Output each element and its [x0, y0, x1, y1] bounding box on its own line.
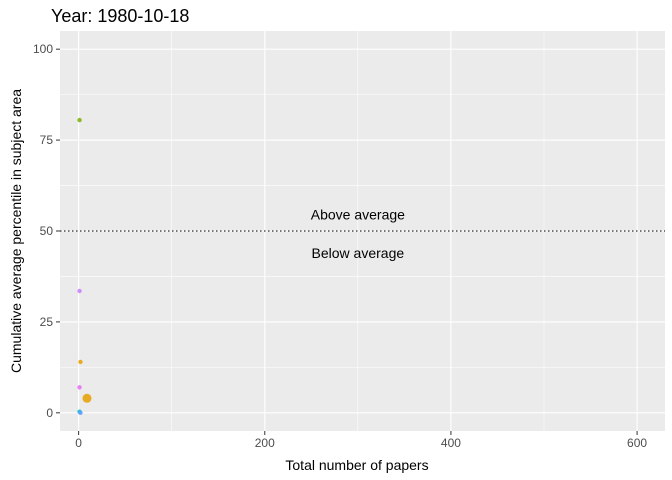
y-tick-label: 0 [46, 406, 53, 420]
y-tick-label: 50 [40, 224, 54, 238]
above-average-label: Above average [311, 207, 405, 223]
y-axis-title: Cumulative average percentile in subject… [8, 89, 24, 373]
x-axis-ticks: 0 200 400 600 [75, 431, 647, 450]
data-point [77, 117, 82, 123]
x-tick-label: 200 [255, 436, 275, 450]
x-axis-title: Total number of papers [285, 457, 428, 473]
x-tick-label: 600 [627, 436, 647, 450]
y-tick-label: 75 [40, 133, 54, 147]
y-tick-label: 100 [33, 42, 53, 56]
chart-title: Year: 1980-10-18 [51, 6, 189, 26]
x-tick-label: 0 [75, 436, 82, 450]
x-tick-label: 400 [441, 436, 461, 450]
y-axis-ticks: 0 25 50 75 100 [33, 42, 60, 420]
y-tick-label: 25 [40, 315, 54, 329]
data-points [77, 117, 92, 416]
data-point [78, 410, 83, 416]
data-point [77, 288, 82, 294]
data-point [78, 359, 83, 365]
data-point [77, 385, 82, 390]
data-point [82, 393, 92, 403]
below-average-label: Below average [312, 245, 405, 261]
